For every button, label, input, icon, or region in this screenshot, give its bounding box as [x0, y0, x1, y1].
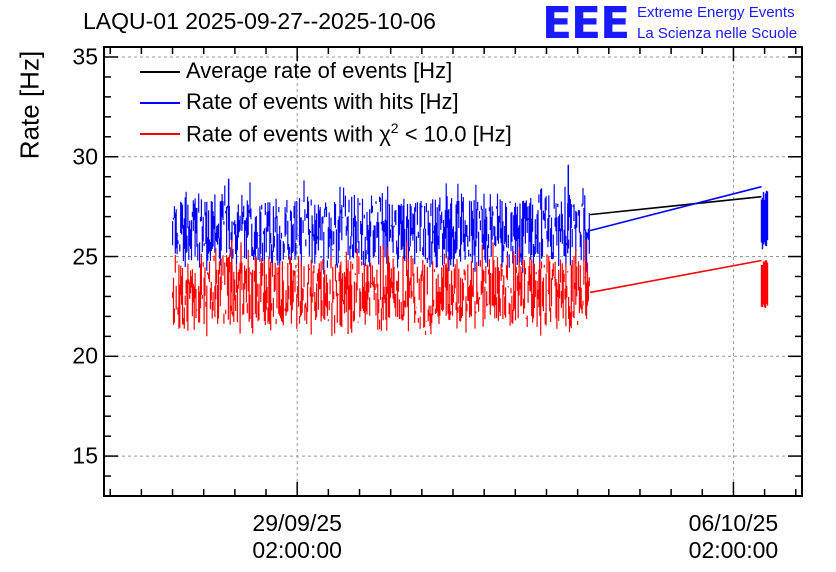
legend-label-average: Average rate of events [Hz] — [186, 58, 453, 83]
legend-label-chi2: Rate of events with χ2 < 10.0 [Hz] — [186, 120, 512, 147]
logo-line-1: Extreme Energy Events — [637, 4, 795, 21]
y-tick-label: 15 — [72, 442, 98, 469]
x-tick-date: 06/10/25 — [688, 510, 779, 536]
series-connecting-line — [589, 259, 762, 294]
legend-label-hits: Rate of events with hits [Hz] — [186, 89, 459, 114]
x-tick-label: 29/09/25 02:00:00 — [217, 510, 377, 564]
legend-swatch-hits — [140, 102, 180, 104]
series-noise-hits-tail — [760, 190, 769, 250]
x-tick-time: 02:00:00 — [252, 537, 342, 563]
x-tick-date: 29/09/25 — [252, 510, 342, 536]
series-connecting-line — [590, 195, 762, 216]
chart-title: LAQU-01 2025-09-27--2025-10-06 — [83, 8, 436, 34]
series-noise-chi2-tail — [760, 260, 769, 309]
y-tick-label: 25 — [72, 243, 98, 270]
logo-line-2: La Scienza nelle Scuole — [637, 25, 798, 42]
series-connecting-line — [589, 185, 762, 232]
legend-swatch-average — [140, 71, 180, 73]
series-noise-chi2 — [172, 239, 590, 337]
x-tick-time: 02:00:00 — [688, 537, 779, 563]
series-noise-hits — [172, 180, 590, 275]
x-tick-label: 06/10/25 02:00:00 — [653, 510, 813, 564]
legend-swatch-chi2 — [140, 133, 180, 135]
y-tick-label: 30 — [72, 143, 98, 170]
data-series — [172, 164, 769, 337]
y-tick-label: 35 — [72, 43, 98, 70]
eee-logo: EEE — [542, 0, 630, 49]
y-tick-label: 20 — [72, 342, 98, 369]
axis-ticks — [104, 47, 802, 497]
